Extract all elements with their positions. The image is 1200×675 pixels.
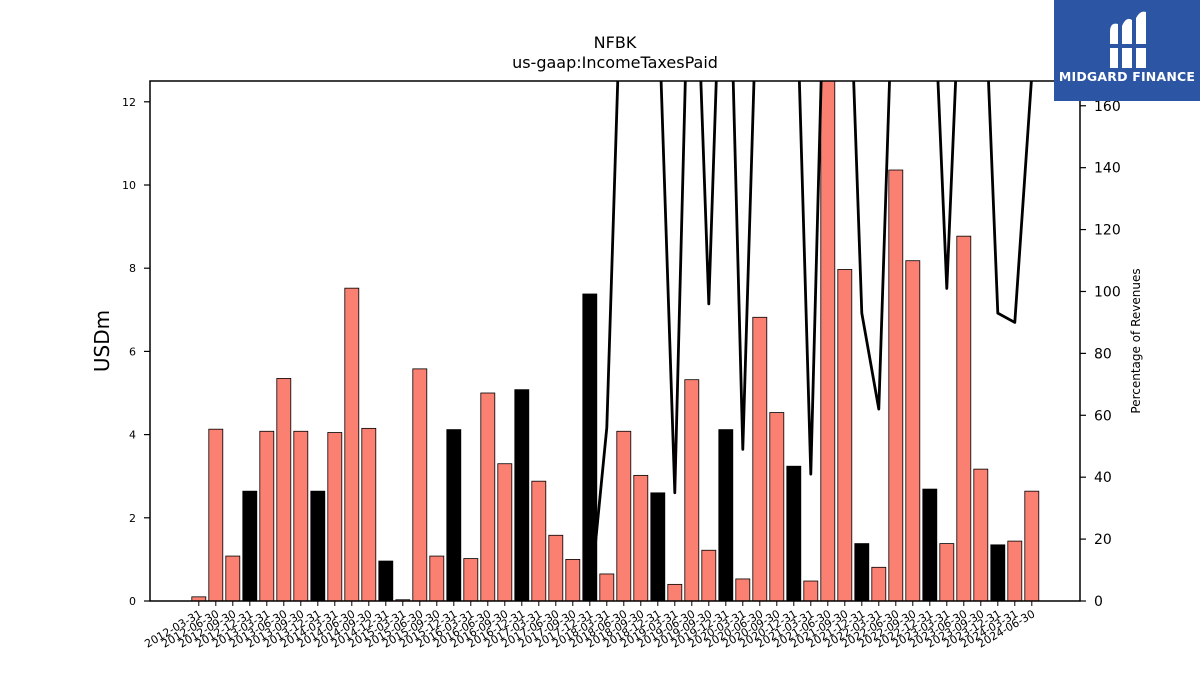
bar-2012-12-31 xyxy=(242,490,258,602)
bar-2015-09-30 xyxy=(429,555,445,602)
y2-tick-label-40: 40 xyxy=(1094,470,1112,486)
y-tick-label-12: 12 xyxy=(122,96,136,109)
bar-2021-12-31 xyxy=(854,543,870,602)
bar-2017-03-31 xyxy=(531,480,547,602)
bar-2022-09-30 xyxy=(905,260,921,602)
y-tick-label-10: 10 xyxy=(122,179,136,192)
bar-2016-06-30 xyxy=(480,392,496,602)
percentage-of-revenues-line xyxy=(588,81,1033,601)
bar-2023-09-30 xyxy=(973,468,989,602)
line-group xyxy=(588,81,1033,601)
bar-2014-06-30 xyxy=(344,287,360,602)
midgard-logo-icon xyxy=(1106,11,1150,69)
logo-text: MIDGARD FINANCE xyxy=(1058,69,1196,84)
y-tick-label-2: 2 xyxy=(129,512,136,525)
y2-tick-label-20: 20 xyxy=(1094,532,1112,548)
y2-tick-label-160: 160 xyxy=(1094,99,1121,115)
bar-2015-12-31 xyxy=(446,429,462,602)
bar-2018-12-31 xyxy=(650,492,666,602)
y2-axis: 0 20 40 60 80 100 120 140 160 xyxy=(1080,99,1121,610)
bar-2019-03-31 xyxy=(667,583,683,602)
y2-tick-label-80: 80 xyxy=(1094,346,1112,362)
y2-tick-label-100: 100 xyxy=(1094,284,1121,300)
bar-2014-12-31 xyxy=(378,560,394,602)
bar-2017-06-30 xyxy=(548,534,564,602)
bar-2019-09-30 xyxy=(701,549,717,602)
bar-2019-12-31 xyxy=(718,429,734,602)
bar-2018-03-31 xyxy=(599,573,615,602)
y2-tick-label-140: 140 xyxy=(1094,161,1121,177)
y2-tick-label-60: 60 xyxy=(1094,408,1112,424)
bar-2021-03-31 xyxy=(803,580,819,602)
bar-2023-12-31 xyxy=(990,544,1006,602)
bar-2023-03-31 xyxy=(939,543,955,602)
bar-2020-09-30 xyxy=(769,412,785,602)
bar-2022-03-31 xyxy=(871,566,887,602)
y2-axis-label: Percentage of Revenues xyxy=(1129,268,1143,413)
y-tick-label-6: 6 xyxy=(129,345,136,358)
y-tick-label-0: 0 xyxy=(129,595,136,608)
bar-2018-09-30 xyxy=(633,474,649,602)
bar-2022-12-31 xyxy=(922,488,938,602)
bar-2015-06-30 xyxy=(412,368,428,602)
bar-2016-03-31 xyxy=(463,558,479,602)
bar-2020-06-30 xyxy=(752,316,768,602)
bar-2020-12-31 xyxy=(786,465,802,602)
chart-title: NFBK xyxy=(594,33,637,52)
bar-2013-12-31 xyxy=(310,490,326,602)
y-tick-label-8: 8 xyxy=(129,262,136,275)
bar-2018-06-30 xyxy=(616,430,632,602)
bar-2023-06-30 xyxy=(956,235,972,602)
bar-2016-12-31 xyxy=(514,389,530,602)
bar-2016-09-30 xyxy=(497,463,513,602)
bar-2022-06-30 xyxy=(888,169,904,602)
chart-subtitle: us-gaap:IncomeTaxesPaid xyxy=(512,53,718,72)
bar-2019-06-30 xyxy=(684,379,700,602)
y2-tick-label-120: 120 xyxy=(1094,223,1121,239)
bar-2014-03-31 xyxy=(327,432,343,602)
bar-2014-09-30 xyxy=(361,427,377,602)
bar-2013-09-30 xyxy=(293,430,309,602)
plot-frame xyxy=(149,80,1081,602)
bar-2021-09-30 xyxy=(837,269,853,602)
y-axis-label: USDm xyxy=(90,310,114,372)
x-axis: 2012-03-312012-06-302012-09-302012-12-31… xyxy=(142,601,1037,651)
bar-2024-06-30 xyxy=(1024,490,1040,602)
bar-2017-09-30 xyxy=(565,559,581,602)
bar-2024-03-31 xyxy=(1007,540,1023,602)
bar-2021-06-30 xyxy=(820,80,836,602)
bar-2013-06-30 xyxy=(276,378,292,602)
bar-2012-09-30 xyxy=(225,555,241,602)
midgard-finance-logo: MIDGARD FINANCE xyxy=(1054,0,1200,101)
y-axis: 0 2 4 6 8 10 12 xyxy=(122,96,150,608)
bar-2020-03-31 xyxy=(735,578,751,602)
bar-2012-06-30 xyxy=(208,428,224,602)
y-tick-label-4: 4 xyxy=(129,429,136,442)
bar-2013-03-31 xyxy=(259,430,275,602)
y2-tick-label-0: 0 xyxy=(1094,594,1103,610)
